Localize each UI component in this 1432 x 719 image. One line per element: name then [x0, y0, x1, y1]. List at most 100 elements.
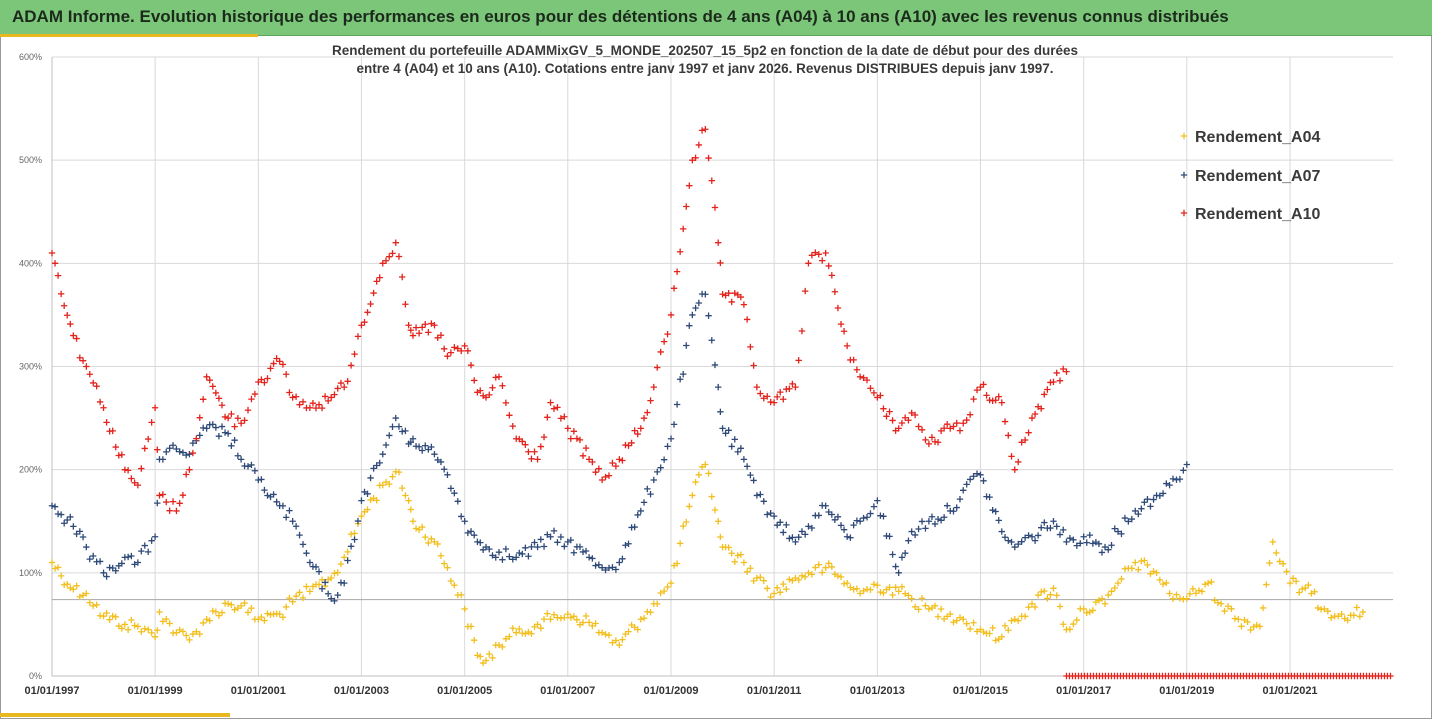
rendement-a10-point — [689, 156, 696, 164]
rendement-a07-point — [354, 517, 362, 525]
rendement-a10-point — [708, 177, 715, 184]
rendement-a04-point — [937, 605, 945, 613]
rendement-a04-point — [889, 591, 896, 599]
rendement-a04-point — [1180, 596, 1187, 603]
rendement-a07-point — [282, 514, 290, 521]
rendement-a07-point — [477, 539, 484, 546]
rendement-a07-point — [750, 477, 757, 484]
rendement-a07-point — [145, 548, 152, 556]
rendement-a10-point — [640, 414, 648, 422]
rendement-a04-point — [109, 612, 116, 620]
rendement-a10-point — [819, 257, 826, 264]
rendement-a04-point — [764, 585, 771, 592]
rendement-a10-point — [702, 126, 709, 133]
rendement-a07-point — [1021, 534, 1029, 541]
rendement-a10-point — [963, 416, 970, 424]
rendement-a04-point — [737, 551, 745, 558]
rendement-a10-point — [398, 273, 406, 281]
rendement-a04-point — [1359, 608, 1367, 616]
rendement-a10-point — [261, 379, 268, 386]
rendement-a04-point — [898, 583, 906, 591]
rendement-a07-point — [609, 564, 616, 571]
rendement-a04-point — [795, 576, 802, 584]
rendement-a04-point — [1053, 592, 1060, 599]
rendement-a10-point — [364, 309, 371, 316]
rendement-a10-point — [740, 301, 748, 308]
rendement-a07-point — [689, 311, 696, 319]
rendement-a04-point — [379, 481, 386, 489]
rendement-a04-point — [960, 616, 967, 623]
rendement-a04-point — [179, 628, 187, 635]
rendement-a04-point — [193, 628, 200, 635]
rendement-a07-point — [880, 513, 887, 520]
rendement-a04-point — [770, 590, 778, 597]
rendement-a07-point — [509, 556, 516, 563]
rendement-a04-point — [1114, 579, 1122, 587]
rendement-a10-point — [373, 278, 380, 285]
rendement-a10-point — [877, 392, 884, 399]
rendement-a07-point — [124, 553, 132, 561]
rendement-a07-point — [640, 499, 648, 506]
rendement-a07-point — [1163, 480, 1170, 487]
rendement-a10-point — [286, 389, 293, 396]
rendement-a10-point — [118, 451, 126, 458]
rendement-a04-point — [637, 616, 644, 623]
rendement-a10-point — [828, 272, 836, 279]
rendement-a04-point — [163, 615, 170, 623]
rendement-a07-point — [315, 568, 323, 575]
rendement-a07-point — [843, 533, 851, 540]
rendement-a04-point — [474, 652, 481, 659]
rendement-a04-point — [950, 619, 957, 626]
rendement-a07-point — [798, 528, 806, 535]
rendement-a04-point — [86, 599, 93, 606]
rendement-a04-point — [489, 654, 496, 662]
rendement-a10-point — [605, 472, 613, 479]
rendement-a07-point — [351, 536, 358, 543]
rendement-a10-point — [1021, 436, 1029, 444]
rendement-a04-point — [166, 620, 173, 627]
rendement-a07-point — [73, 530, 80, 538]
rendement-a04-point — [616, 641, 623, 649]
rendement-a10-point — [241, 417, 248, 424]
rendement-a10-point — [795, 357, 802, 364]
rendement-a10-point — [673, 268, 681, 275]
rendement-a04-point — [792, 574, 799, 582]
rendement-a04-point — [953, 617, 960, 624]
rendement-a10-point — [592, 468, 599, 476]
rendement-a07-point — [1176, 475, 1184, 483]
rendement-a10-point — [173, 507, 180, 515]
rendement-a10-point — [609, 459, 616, 467]
rendement-a07-point — [731, 436, 738, 443]
rendement-a04-point — [874, 582, 881, 589]
rendement-a10-point — [837, 320, 845, 328]
rendement-a04-point — [592, 620, 599, 627]
rendement-a07-point — [392, 414, 399, 422]
rendement-a04-point — [579, 619, 587, 626]
rendement-a10-point — [843, 342, 851, 350]
y-tick-label: 0% — [29, 671, 42, 681]
rendement-a04-point — [1183, 595, 1190, 602]
rendement-a10-point — [347, 362, 355, 369]
legend-marker — [1180, 171, 1188, 179]
rendement-a10-point — [1050, 378, 1057, 386]
rendement-a07-point — [540, 543, 548, 550]
rendement-a04-point — [602, 631, 609, 638]
rendement-a04-point — [915, 606, 922, 613]
legend-label: Rendement_A07 — [1195, 168, 1320, 185]
rendement-a10-point — [351, 350, 358, 358]
rendement-a07-point — [334, 591, 341, 599]
rendement-a04-point — [918, 595, 926, 602]
rendement-a10-point — [276, 358, 283, 365]
rendement-a10-point — [973, 386, 981, 394]
rendement-a07-point — [650, 476, 657, 484]
rendement-a07-point — [789, 534, 796, 541]
rendement-a04-point — [1163, 579, 1170, 587]
rendement-a04-point — [544, 610, 551, 617]
rendement-a07-point — [777, 519, 784, 526]
rendement-a07-point — [306, 559, 314, 566]
rendement-a10-point — [519, 438, 526, 445]
rendement-a10-point — [573, 435, 581, 442]
rendement-a10-point — [634, 430, 641, 438]
rendement-a10-point — [471, 377, 478, 384]
rendement-a10-point — [57, 290, 65, 298]
